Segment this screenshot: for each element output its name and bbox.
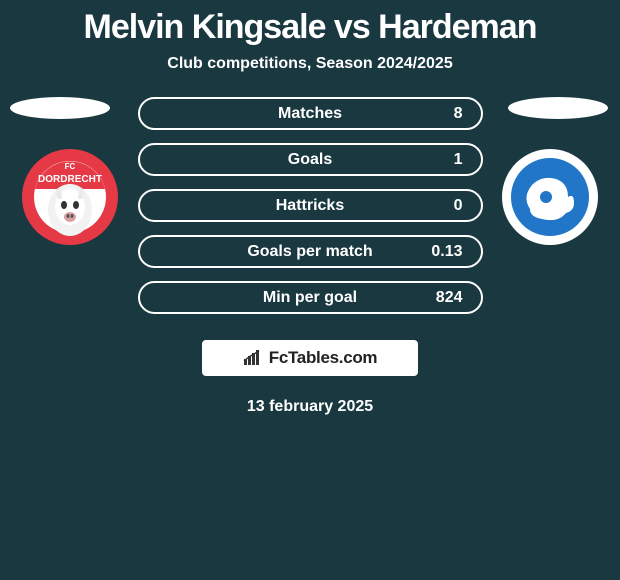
player-left-ellipse	[10, 97, 110, 119]
stat-row-matches: Matches 8	[138, 97, 483, 130]
stat-row-hattricks: Hattricks 0	[138, 189, 483, 222]
svg-text:FC: FC	[65, 162, 76, 171]
date-text: 13 february 2025	[0, 398, 620, 416]
stats-list: Matches 8 Goals 1 Hattricks 0 Goals per …	[138, 97, 483, 314]
club-badge-right: DE GRAAFSCHAP	[500, 147, 600, 247]
branding-badge: FcTables.com	[202, 340, 418, 376]
stat-row-goals: Goals 1	[138, 143, 483, 176]
player-right-ellipse	[508, 97, 608, 119]
stat-label: Matches	[278, 105, 342, 123]
club-badge-left: DORDRECHT FC	[20, 147, 120, 247]
stat-right-value: 1	[454, 151, 463, 169]
stat-label: Min per goal	[263, 289, 357, 307]
graafschap-crest-icon: DE GRAAFSCHAP	[500, 147, 600, 247]
subtitle: Club competitions, Season 2024/2025	[0, 55, 620, 73]
stat-label: Goals per match	[247, 243, 372, 261]
stat-row-goals-per-match: Goals per match 0.13	[138, 235, 483, 268]
stat-right-value: 0	[454, 197, 463, 215]
stat-label: Goals	[288, 151, 332, 169]
stat-right-value: 8	[454, 105, 463, 123]
comparison-panel: DORDRECHT FC DE GRAAFSCHAP	[0, 97, 620, 416]
stat-label: Hattricks	[276, 197, 344, 215]
dordrecht-crest-icon: DORDRECHT FC	[20, 147, 120, 247]
stat-row-min-per-goal: Min per goal 824	[138, 281, 483, 314]
branding-text: FcTables.com	[269, 348, 378, 368]
stat-right-value: 824	[436, 289, 463, 307]
svg-text:DORDRECHT: DORDRECHT	[38, 174, 102, 185]
barchart-icon	[243, 349, 265, 367]
stat-right-value: 0.13	[431, 243, 462, 261]
page-title: Melvin Kingsale vs Hardeman	[0, 0, 620, 47]
